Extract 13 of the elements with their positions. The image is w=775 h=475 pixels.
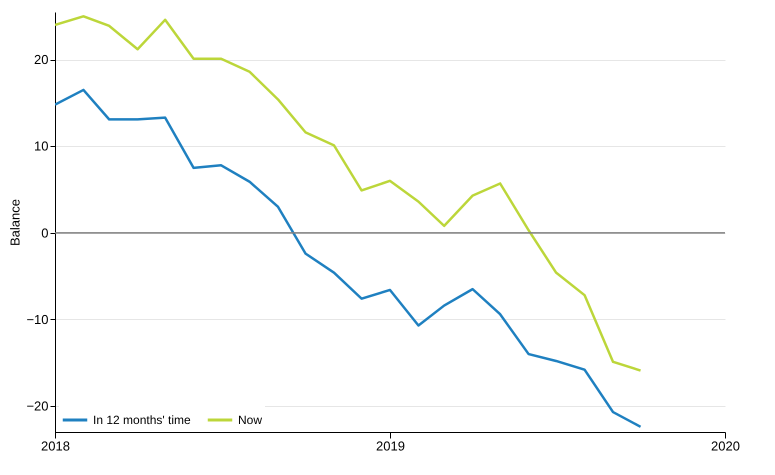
- x-tick-label: 2020: [711, 438, 740, 454]
- y-axis-title: Balance: [7, 199, 22, 246]
- y-tick-label: −20: [26, 398, 48, 414]
- y-tick-label: 10: [34, 138, 48, 154]
- line-series: [55, 88, 642, 428]
- x-tick-label: 2019: [376, 438, 405, 454]
- y-tick-label: −10: [26, 312, 48, 327]
- legend-label: In 12 months' time: [93, 413, 191, 427]
- line-series: [55, 15, 642, 372]
- legend-label: Now: [238, 413, 262, 427]
- y-tick-label: 20: [34, 52, 48, 68]
- y-tick-label: 0: [41, 225, 48, 240]
- x-tick-label: 2018: [41, 438, 70, 454]
